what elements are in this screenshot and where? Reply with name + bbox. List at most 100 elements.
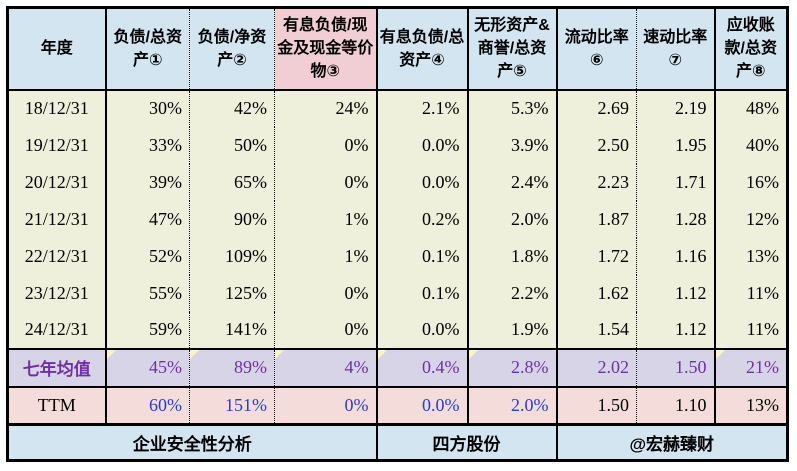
- year-cell: 23/12/31: [7, 274, 107, 312]
- financial-safety-sheet: 年度 负债/总资产① 负债/净资产② 有息负债/现金及现金等价物③ 有息负债/总…: [6, 6, 789, 462]
- value-cell: 11%: [714, 274, 788, 312]
- year-cell: 21/12/31: [7, 200, 107, 238]
- company-name: 四方股份: [376, 423, 558, 461]
- value-cell: 3.9%: [467, 126, 558, 164]
- value-cell: 89%: [189, 347, 275, 388]
- value-cell: 0.4%: [376, 347, 469, 388]
- value-cell: 0%: [274, 126, 378, 164]
- value-cell: 1.8%: [467, 237, 558, 275]
- value-cell: 1.72: [556, 237, 637, 275]
- value-cell: 40%: [714, 126, 788, 164]
- table-row: 22/12/31 52% 109% 1% 0.1% 1.8% 1.72 1.16 13%: [7, 237, 788, 275]
- value-cell: 2.0%: [467, 386, 558, 426]
- value-cell: 0.0%: [376, 126, 469, 164]
- column-header-current-ratio: 流动比率⑥: [556, 7, 637, 91]
- table-footer: 企业安全性分析 四方股份 @宏赫臻财: [7, 423, 788, 461]
- value-cell: 47%: [105, 200, 190, 238]
- value-cell: 2.8%: [467, 347, 558, 388]
- value-cell: 65%: [189, 163, 275, 201]
- corner-flag-icon: [106, 350, 116, 359]
- value-cell: 48%: [714, 89, 788, 127]
- table-row: 19/12/31 33% 50% 0% 0.0% 3.9% 2.50 1.95 40%: [7, 126, 788, 164]
- value-cell: 90%: [189, 200, 275, 238]
- value-cell: 0.0%: [376, 386, 469, 426]
- ttm-row: TTM 60% 151% 0% 0.0% 2.0% 1.50 1.10 13%: [7, 386, 788, 426]
- value-cell: 52%: [105, 237, 190, 275]
- table-row: 20/12/31 39% 65% 0% 0.0% 2.4% 2.23 1.71 16%: [7, 163, 788, 201]
- year-cell: 18/12/31: [7, 89, 107, 127]
- value-cell: 1.95: [636, 126, 716, 164]
- value-cell: 42%: [189, 89, 275, 127]
- value-cell: 2.1%: [376, 89, 469, 127]
- value-cell: 30%: [105, 89, 190, 127]
- table-body: 18/12/31 30% 42% 24% 2.1% 5.3% 2.69 2.19 48% 19/1…: [7, 89, 788, 426]
- value-cell: 1.62: [556, 274, 637, 312]
- value-cell: 2.4%: [467, 163, 558, 201]
- value-cell: 1.12: [636, 311, 716, 349]
- column-header-quick-ratio: 速动比率⑦: [636, 7, 716, 91]
- header-row: 年度 负债/总资产① 负债/净资产② 有息负债/现金及现金等价物③ 有息负债/总…: [7, 7, 788, 91]
- table-row: 18/12/31 30% 42% 24% 2.1% 5.3% 2.69 2.19 48%: [7, 89, 788, 127]
- value-cell: 1%: [274, 237, 378, 275]
- year-cell: 19/12/31: [7, 126, 107, 164]
- value-cell: 2.02: [556, 347, 637, 388]
- value-cell: 50%: [189, 126, 275, 164]
- value-cell: 1%: [274, 200, 378, 238]
- corner-flag-icon: [275, 350, 284, 359]
- safety-analysis-table: 年度 负债/总资产① 负债/净资产② 有息负债/现金及现金等价物③ 有息负债/总…: [6, 6, 789, 462]
- year-cell: 20/12/31: [7, 163, 107, 201]
- table-header: 年度 负债/总资产① 负债/净资产② 有息负债/现金及现金等价物③ 有息负债/总…: [7, 7, 788, 91]
- value-cell: 0.2%: [376, 200, 469, 238]
- value-cell: 1.87: [556, 200, 637, 238]
- value-cell: 24%: [274, 89, 378, 127]
- value-cell: 5.3%: [467, 89, 558, 127]
- value-cell: 1.50: [556, 386, 637, 426]
- value-cell: 141%: [189, 311, 275, 349]
- table-title: 企业安全性分析: [7, 423, 378, 461]
- value-cell: 2.50: [556, 126, 637, 164]
- column-header-debt-net-assets: 负债/净资产②: [189, 7, 275, 91]
- column-header-debt-total-assets: 负债/总资产①: [105, 7, 190, 91]
- ttm-label-cell: TTM: [7, 386, 107, 426]
- average-row: 七年均值 45% 89% 4% 0.4% 2.8% 2.02 1.50 21%: [7, 347, 788, 388]
- footer-row: 企业安全性分析 四方股份 @宏赫臻财: [7, 423, 788, 461]
- value-cell: 12%: [714, 200, 788, 238]
- value-cell: 33%: [105, 126, 190, 164]
- value-cell: 2.69: [556, 89, 637, 127]
- value-cell: 0%: [274, 386, 378, 426]
- value-cell: 1.71: [636, 163, 716, 201]
- value-cell: 1.28: [636, 200, 716, 238]
- value-cell: 21%: [714, 347, 788, 388]
- value-cell: 0%: [274, 311, 378, 349]
- value-cell: 109%: [189, 237, 275, 275]
- corner-flag-icon: [377, 350, 387, 359]
- value-cell: 2.19: [636, 89, 716, 127]
- value-cell: 59%: [105, 311, 190, 349]
- value-cell: 1.12: [636, 274, 716, 312]
- column-header-year: 年度: [7, 7, 107, 91]
- value-cell: 0.1%: [376, 274, 469, 312]
- column-header-receivables-assets: 应收账款/总资产⑧: [714, 7, 788, 91]
- value-cell: 0%: [274, 163, 378, 201]
- value-cell: 16%: [714, 163, 788, 201]
- value-cell: 45%: [105, 347, 190, 388]
- value-cell: 1.10: [636, 386, 716, 426]
- year-cell: 22/12/31: [7, 237, 107, 275]
- value-cell: 1.9%: [467, 311, 558, 349]
- value-cell: 151%: [189, 386, 275, 426]
- corner-flag-icon: [468, 350, 478, 359]
- column-header-interest-debt-assets: 有息负债/总资产④: [376, 7, 469, 91]
- value-cell: 39%: [105, 163, 190, 201]
- value-cell: 60%: [105, 386, 190, 426]
- value-cell: 2.2%: [467, 274, 558, 312]
- value-cell: 13%: [714, 386, 788, 426]
- value-cell: 4%: [274, 347, 378, 388]
- average-label-cell: 七年均值: [7, 347, 107, 388]
- value-cell: 1.50: [636, 347, 716, 388]
- column-header-interest-debt-cash: 有息负债/现金及现金等价物③: [274, 7, 378, 91]
- watermark-credit: @宏赫臻财: [556, 423, 788, 461]
- table-row: 24/12/31 59% 141% 0% 0.0% 1.9% 1.54 1.12 11%: [7, 311, 788, 349]
- year-cell: 24/12/31: [7, 311, 107, 349]
- corner-flag-icon: [715, 350, 725, 359]
- value-cell: 2.23: [556, 163, 637, 201]
